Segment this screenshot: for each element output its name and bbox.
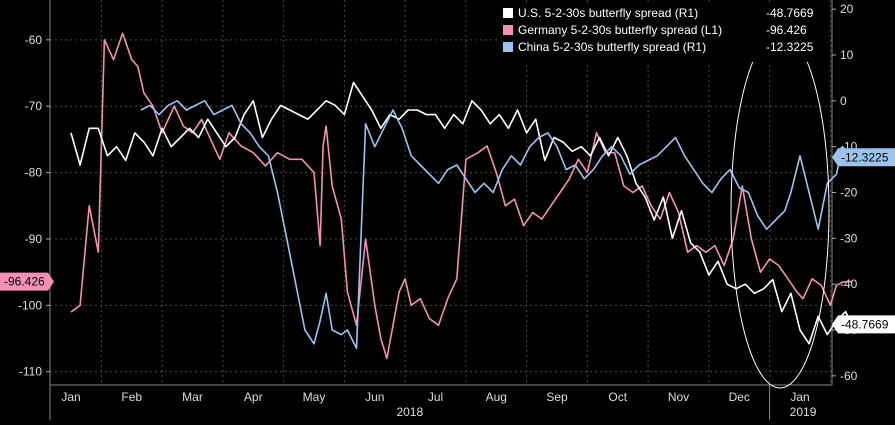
legend-label: Germany 5-2-30s butterfly spread (L1) — [518, 23, 722, 37]
series-line-us — [70, 81, 853, 345]
legend-box — [497, 5, 829, 62]
x-tick-label: Jul — [428, 390, 443, 404]
legend-value: -96.426 — [766, 23, 807, 37]
legend-swatch — [503, 42, 513, 52]
axes: -60-70-80-90-100-11020100-10-20-30-40-50… — [18, 0, 858, 420]
left-tick-label: -100 — [18, 298, 42, 312]
last-value-tag — [0, 272, 54, 291]
x-tick-label: May — [303, 390, 326, 404]
x-tick-label: Sep — [546, 390, 568, 404]
series-lines — [70, 32, 853, 360]
x-tick-label: Mar — [182, 390, 203, 404]
right-tick-label: 0 — [840, 94, 847, 108]
year-label: 2019 — [790, 405, 817, 419]
legend-value: -12.3225 — [766, 40, 814, 54]
last-value-tag-text: -48.7669 — [841, 317, 889, 331]
series-line-germany — [70, 32, 852, 360]
last-value-tag — [832, 148, 895, 167]
legend-label: U.S. 5-2-30s butterfly spread (R1) — [518, 6, 698, 20]
right-tick-label: -60 — [840, 369, 858, 383]
right-tick-label: -30 — [840, 231, 858, 245]
legend-value: -48.7669 — [766, 6, 814, 20]
left-tick-label: -80 — [25, 166, 43, 180]
left-tick-label: -60 — [25, 33, 43, 47]
last-value-tag-text: -96.426 — [4, 275, 45, 289]
legend-swatch — [503, 25, 513, 35]
left-tick-label: -70 — [25, 99, 43, 113]
x-tick-label: Aug — [486, 390, 507, 404]
right-tick-label: 20 — [840, 2, 854, 16]
last-value-tag — [832, 315, 895, 334]
x-tick-label: Jun — [365, 390, 384, 404]
right-tick-label: 10 — [840, 48, 854, 62]
x-tick-label: Jan — [790, 390, 809, 404]
x-tick-label: Dec — [729, 390, 750, 404]
x-tick-label: Apr — [244, 390, 263, 404]
left-tick-label: -110 — [19, 365, 42, 379]
year-label: 2018 — [396, 405, 423, 419]
x-tick-label: Jan — [61, 390, 80, 404]
legend-label: China 5-2-30s butterfly spread (R1) — [518, 40, 706, 54]
x-tick-label: Nov — [668, 390, 689, 404]
x-tick-label: Feb — [121, 390, 142, 404]
gridlines — [50, 0, 832, 385]
x-tick-label: Oct — [608, 390, 627, 404]
right-tick-label: -20 — [840, 186, 858, 200]
left-tick-label: -90 — [25, 232, 43, 246]
legend: U.S. 5-2-30s butterfly spread (R1) -48.76… — [497, 5, 829, 62]
right-tick-label: -40 — [840, 277, 858, 291]
last-value-tags: -96.426 -12.3225 -48.7669 — [0, 148, 895, 334]
legend-swatch — [503, 8, 513, 18]
series-line-china — [140, 100, 853, 350]
last-value-tag-text: -12.3225 — [841, 150, 889, 164]
